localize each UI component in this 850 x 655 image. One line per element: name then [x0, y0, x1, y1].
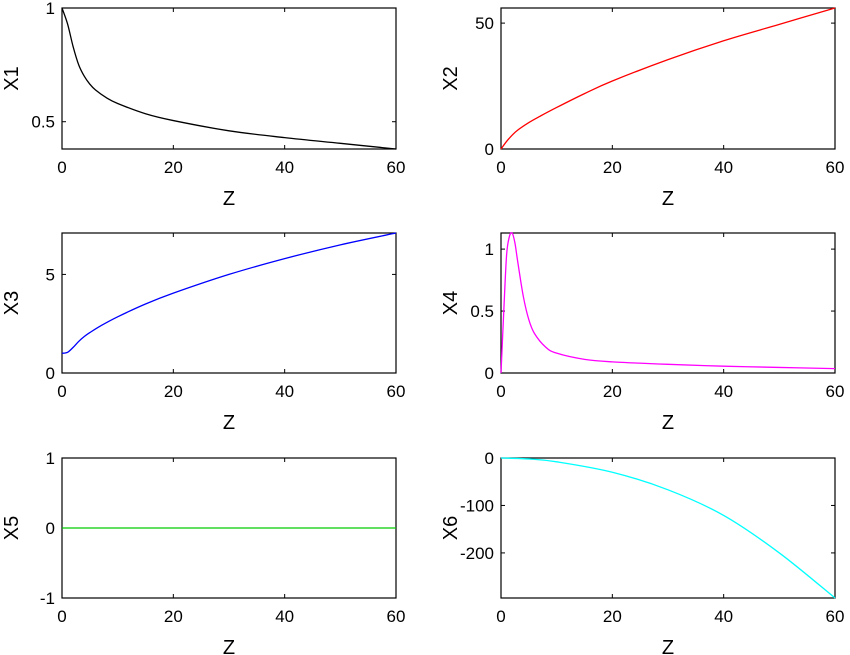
x-axis-label: Z — [223, 412, 235, 434]
y-axis-label: X5 — [1, 516, 23, 540]
x-tick-label: 0 — [57, 158, 66, 177]
y-tick-label: 0 — [485, 364, 494, 383]
series-line-x2 — [500, 7, 836, 150]
x-tick-label: 60 — [826, 382, 845, 401]
series-line-x6 — [500, 457, 836, 599]
x-tick-label: 0 — [57, 607, 66, 626]
y-axis-label: X3 — [1, 291, 23, 315]
x-tick-label: 20 — [164, 607, 183, 626]
x-tick-label: 40 — [275, 158, 294, 177]
x-axis-label: Z — [223, 637, 235, 655]
series-line-x1 — [61, 7, 397, 150]
plot-frame — [500, 7, 836, 150]
y-tick-label: 1 — [46, 449, 55, 468]
y-tick-label: 0 — [485, 449, 494, 468]
x-tick-label: 40 — [714, 158, 733, 177]
x-tick-label: 60 — [387, 382, 406, 401]
x-tick-label: 60 — [387, 158, 406, 177]
x-tick-label: 40 — [275, 607, 294, 626]
x-tick-label: 0 — [496, 382, 505, 401]
x-tick-label: 20 — [603, 382, 622, 401]
subplot-3: 0 20 40 60 0 5 Z X3 — [1, 232, 406, 434]
y-tick-label: 0 — [46, 364, 55, 383]
plot-frame — [500, 232, 836, 374]
series-line-x4 — [500, 231, 836, 374]
y-tick-label: -1 — [40, 589, 55, 608]
subplot-2: 0 20 40 60 0 50 Z X2 — [440, 7, 845, 210]
x-tick-label: 0 — [496, 607, 505, 626]
y-tick-label: 0 — [485, 140, 494, 159]
y-tick-label: -100 — [460, 496, 494, 515]
subplot-1: 0 20 40 60 0.5 1 Z X1 — [1, 0, 405, 210]
x-tick-label: 60 — [826, 607, 845, 626]
subplot-4: 0 20 40 60 0 0.5 1 Z X4 — [440, 231, 845, 434]
x-tick-label: 20 — [603, 607, 622, 626]
subplot-6: 0 20 40 60 -200 -100 0 Z X6 — [440, 449, 844, 655]
y-axis-label: X1 — [1, 66, 23, 90]
y-axis-label: X6 — [440, 516, 462, 540]
x-axis-label: Z — [662, 412, 674, 434]
x-tick-label: 40 — [714, 607, 733, 626]
series-line-x3 — [61, 232, 397, 354]
x-axis-label: Z — [223, 188, 235, 210]
y-tick-label: 1 — [485, 240, 494, 259]
y-tick-label: 0 — [46, 519, 55, 538]
y-tick-label: 50 — [475, 14, 494, 33]
y-axis-label: X2 — [440, 66, 462, 90]
x-tick-label: 60 — [387, 607, 406, 626]
y-tick-label: 0.5 — [31, 113, 55, 132]
y-tick-label: -200 — [460, 544, 494, 563]
x-tick-label: 20 — [164, 382, 183, 401]
y-tick-label: 1 — [46, 0, 55, 18]
x-tick-label: 20 — [164, 158, 183, 177]
x-tick-label: 40 — [275, 382, 294, 401]
x-tick-label: 40 — [714, 382, 733, 401]
x-axis-label: Z — [662, 637, 674, 655]
x-tick-label: 20 — [603, 158, 622, 177]
y-tick-label: 0.5 — [470, 302, 494, 321]
x-tick-label: 0 — [496, 158, 505, 177]
x-axis-label: Z — [662, 188, 674, 210]
plot-frame — [500, 457, 836, 599]
y-tick-label: 5 — [46, 265, 55, 284]
x-tick-label: 60 — [826, 158, 845, 177]
x-tick-label: 0 — [57, 382, 66, 401]
y-axis-label: X4 — [440, 291, 462, 315]
plot-frame — [61, 7, 397, 150]
plot-frame — [61, 232, 397, 374]
